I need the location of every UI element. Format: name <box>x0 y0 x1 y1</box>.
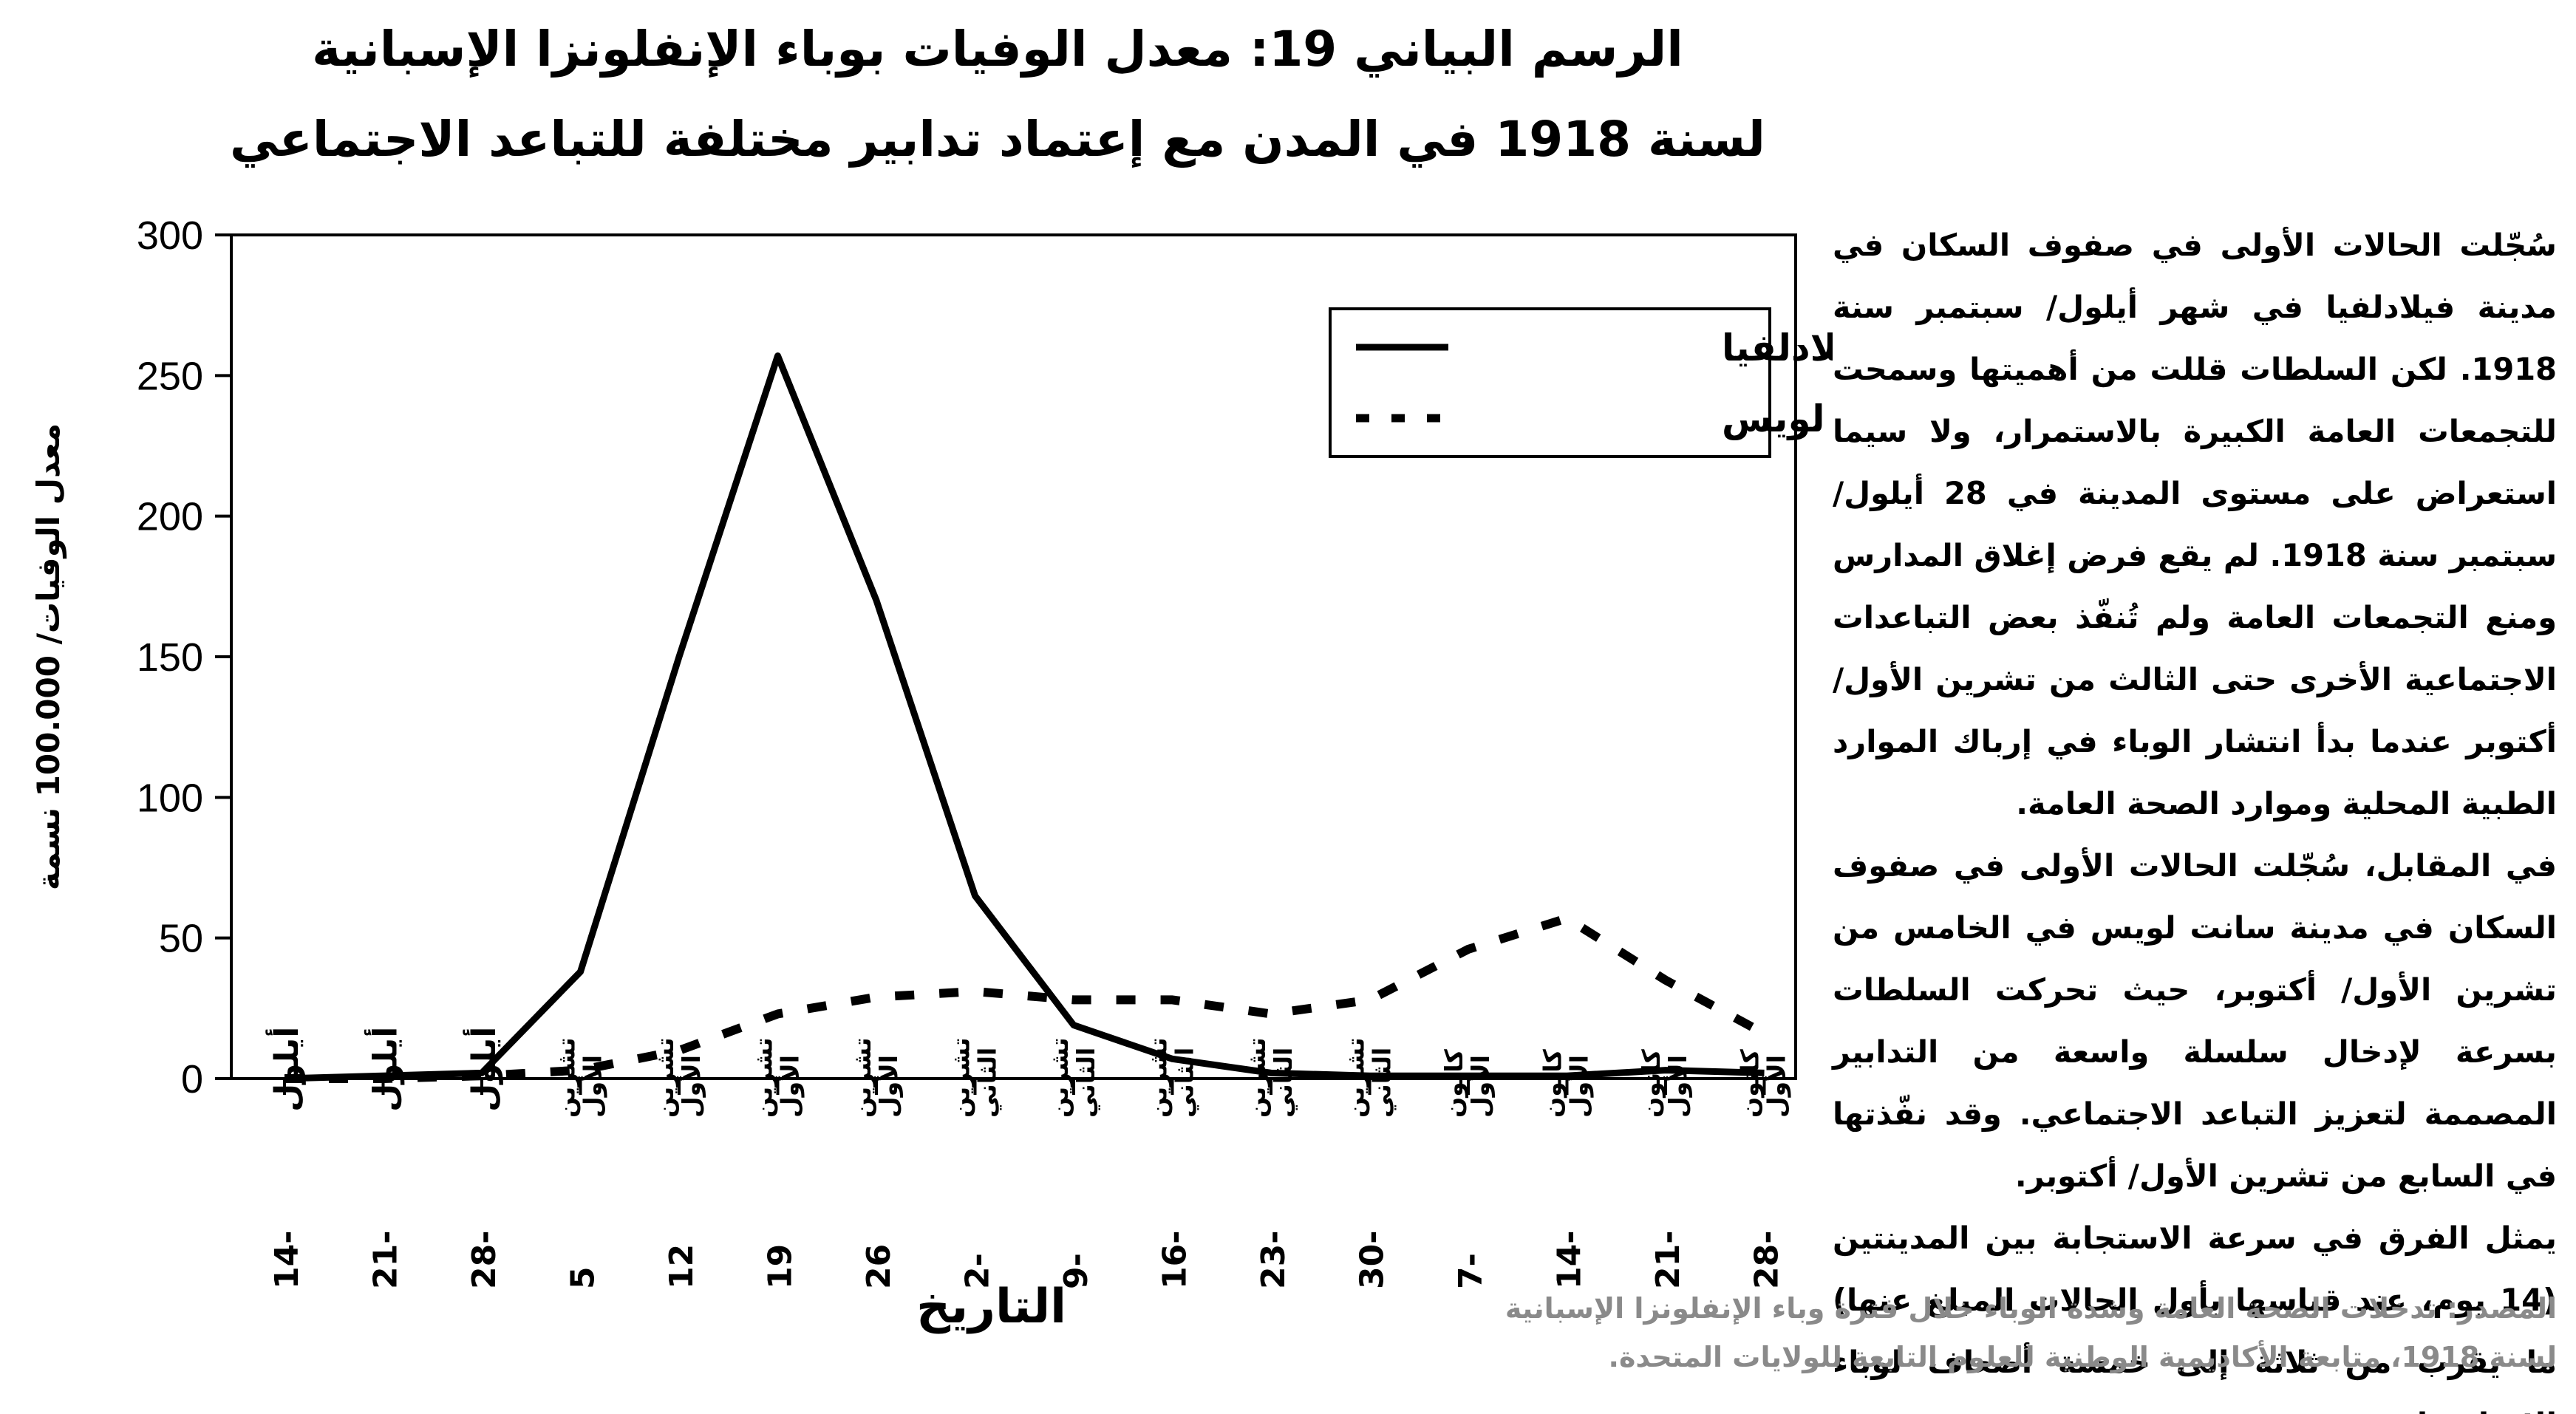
source-line-1: المصدر: تدخلات الصحة العامة وشدة الوباء … <box>1505 1292 2557 1325</box>
x-tick-month: كانون <box>1539 1048 1568 1118</box>
x-tick-month: تشرين <box>749 1037 779 1118</box>
x-tick-month: الأول <box>1564 1055 1595 1118</box>
x-tick-day: 14- <box>268 1231 306 1290</box>
x-tick-day: 23- <box>1255 1231 1292 1290</box>
source-line-2: لسنة 1918، متابعة الأكاديمية الوطنية للع… <box>1608 1341 2557 1373</box>
x-tick-day: 12 <box>663 1244 701 1289</box>
series-line-st-louis <box>284 914 1767 1083</box>
x-tick-month: تشرين <box>1242 1037 1272 1118</box>
x-tick-day: 14- <box>1551 1231 1589 1290</box>
x-tick-month: كانون <box>1439 1048 1469 1118</box>
x-tick-month: تشرين <box>947 1037 976 1118</box>
x-tick-day: 21- <box>367 1231 405 1290</box>
x-tick-month: الأول <box>676 1055 706 1118</box>
x-tick-month: الأول <box>1663 1055 1693 1118</box>
x-tick-day: 19 <box>762 1244 800 1289</box>
x-tick-month: تشرين <box>650 1037 680 1118</box>
y-tick-label: 100 <box>137 776 203 820</box>
y-tick-label: 300 <box>137 214 203 258</box>
x-tick-month: الأول <box>1762 1055 1792 1118</box>
x-tick-day: 5 <box>565 1266 602 1289</box>
x-tick-month: الأول <box>873 1055 904 1118</box>
x-tick-month: الثاني <box>1071 1048 1100 1118</box>
legend: فيلادلفيا سانت لويس <box>1329 307 1833 458</box>
x-tick-month: كانون <box>1736 1048 1765 1118</box>
x-tick-month: الثاني <box>973 1048 1002 1118</box>
explanatory-paragraph-1: سُجّلت الحالات الأولى في صفوف السكان في … <box>1833 227 2558 822</box>
y-tick-label: 0 <box>181 1057 203 1102</box>
x-tick-day: 16- <box>1156 1231 1194 1290</box>
y-tick-label: 250 <box>137 354 203 398</box>
legend-label-philadelphia: فيلادلفيا <box>1722 327 1833 369</box>
x-tick-month: الأول <box>775 1055 805 1118</box>
y-axis-title: معدل الوفيات/ 100.000 نسمة <box>30 423 67 890</box>
y-tick-label: 200 <box>137 495 203 539</box>
x-tick-month: الثاني <box>1269 1048 1298 1118</box>
x-tick-month: الأول <box>1465 1055 1496 1118</box>
explanatory-paragraph-2: في المقابل، سُجّلت الحالات الأولى في صفو… <box>1833 847 2557 1194</box>
x-tick-month: تشرين <box>552 1037 582 1118</box>
x-tick-day: 2- <box>959 1253 997 1289</box>
x-tick-day: 26 <box>860 1244 898 1289</box>
explanatory-paragraph-3: يمثل الفرق في سرعة الاستجابة بين المدينت… <box>1833 1220 2557 1414</box>
chart-layer: 0 50 100 150 200 250 300 14- أيلول 21- أيلول 28-أيل… <box>30 214 1833 1334</box>
x-tick-day: 30- <box>1354 1231 1391 1290</box>
x-tick-month: تشرين <box>1045 1037 1074 1118</box>
explanatory-text: سُجّلت الحالات الأولى في صفوف السكان في … <box>1833 214 2557 1414</box>
y-tick-label: 50 <box>159 917 203 961</box>
x-tick-label: 28-أيلول <box>463 1027 503 1289</box>
chart-title-line-1: الرسم البياني 19: معدل الوفيات بوباء الإ… <box>312 21 1683 78</box>
x-tick-day: 7- <box>1452 1253 1490 1289</box>
x-tick-day: 28- <box>1748 1231 1786 1290</box>
series-line-philadelphia <box>284 352 1765 1082</box>
x-tick-month: كانون <box>1637 1048 1666 1118</box>
x-tick-day: 21- <box>1649 1231 1687 1290</box>
x-tick-label: 21- أيلول <box>364 1027 405 1289</box>
legend-label-st-louis: سانت لويس <box>1722 397 1833 441</box>
x-tick-month: أيلول <box>265 1027 306 1112</box>
x-tick-label: 14- أيلول <box>265 1027 306 1289</box>
x-tick-month: تشرين <box>848 1037 877 1118</box>
x-tick-day: 28- <box>466 1231 503 1290</box>
legend-box <box>1329 307 1771 458</box>
x-tick-month: الثاني <box>1368 1048 1397 1118</box>
chart-title-line-2: لسنة 1918 في المدن مع إعتماد تدابير مختل… <box>230 111 1765 168</box>
source-note: المصدر: تدخلات الصحة العامة وشدة الوباء … <box>1404 1284 2557 1381</box>
x-tick-day: 9- <box>1057 1253 1095 1289</box>
line-chart: 0 50 100 150 200 250 300 14- أيلول 21- أيلول 28-أيل… <box>30 214 1833 1334</box>
y-tick-label: 150 <box>137 635 203 680</box>
x-axis-title: التاريخ <box>916 1280 1066 1334</box>
x-tick-month: أيلول <box>364 1027 405 1112</box>
